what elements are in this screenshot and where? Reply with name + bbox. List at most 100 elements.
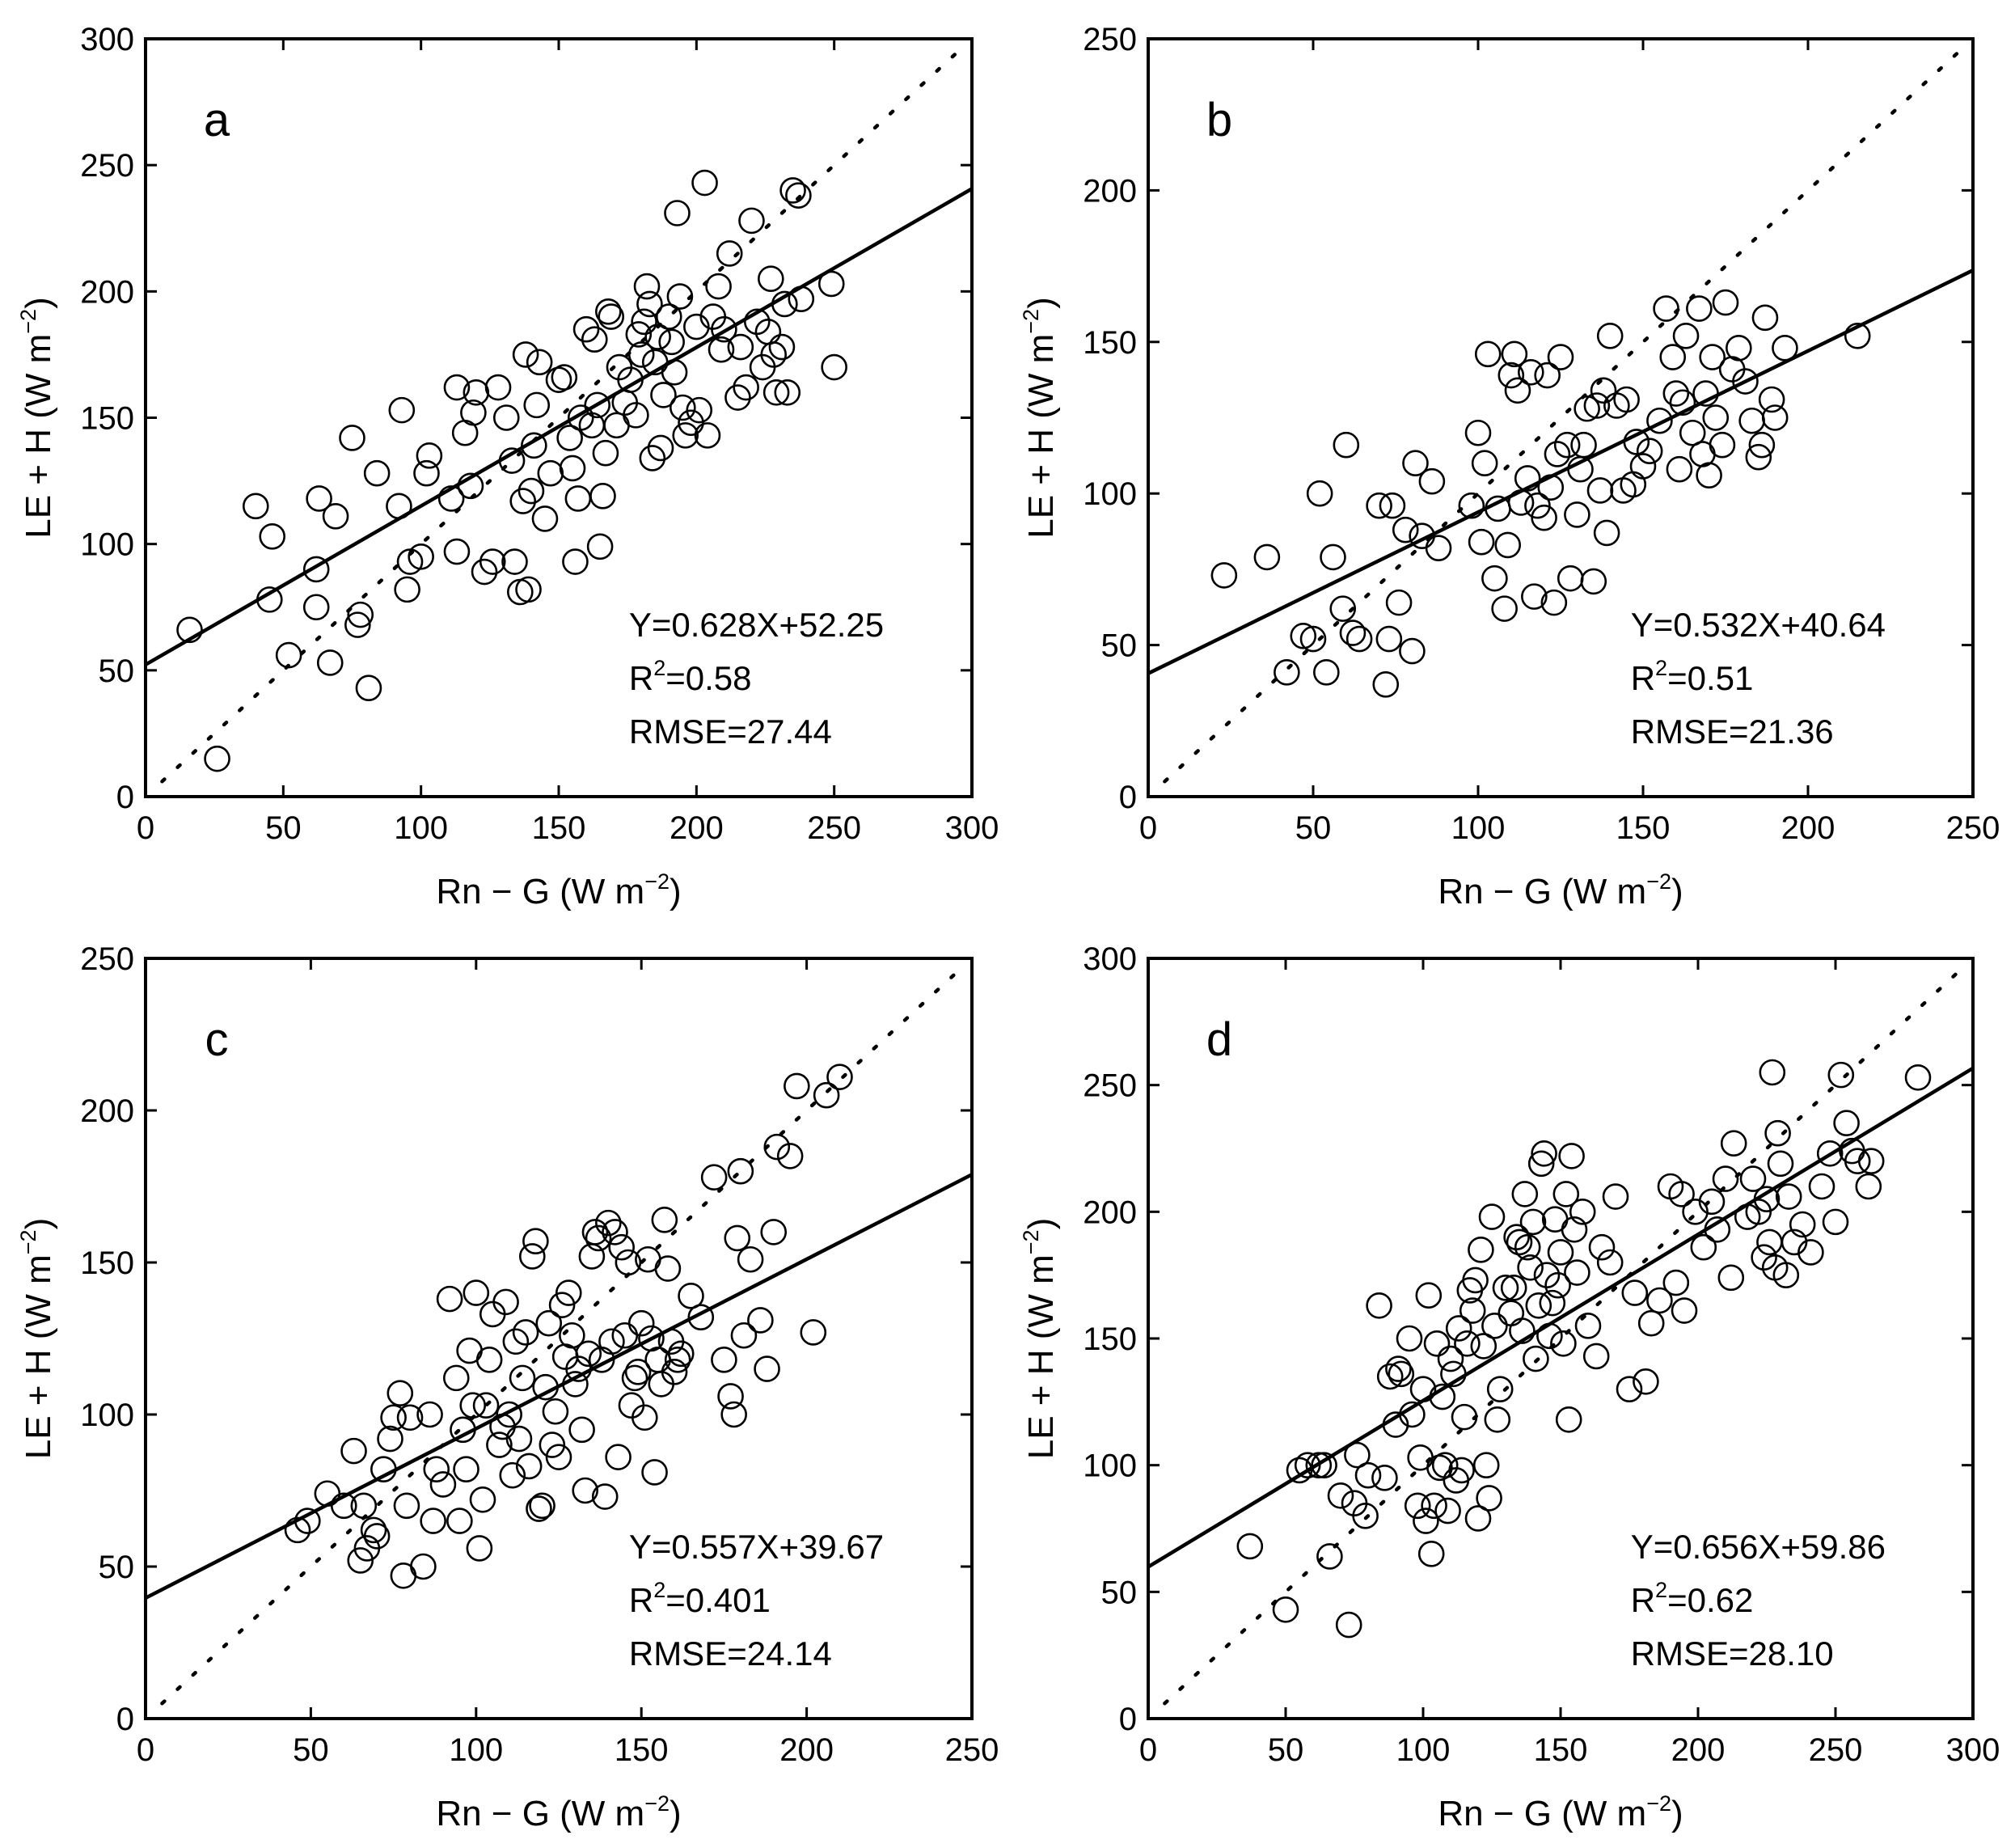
regression-line — [1148, 269, 1973, 675]
data-point — [388, 396, 416, 424]
data-point — [423, 1456, 450, 1482]
plot-frame — [144, 957, 974, 1720]
data-point — [259, 522, 286, 550]
data-point — [1699, 344, 1726, 370]
data-point — [339, 425, 365, 451]
data-point — [678, 1283, 704, 1309]
data-point — [1781, 1228, 1808, 1256]
data-point — [529, 1492, 555, 1520]
data-point — [724, 384, 751, 411]
data-point — [711, 1347, 737, 1373]
y-tick-label: 50 — [1101, 628, 1138, 664]
data-point — [565, 1355, 592, 1382]
data-point — [655, 303, 682, 330]
regression-line — [146, 187, 972, 666]
data-point — [664, 1347, 691, 1373]
data-point — [1569, 1199, 1596, 1225]
data-point — [1772, 334, 1798, 362]
data-point — [1537, 474, 1565, 501]
data-point — [1764, 1119, 1791, 1147]
data-point — [1514, 465, 1541, 492]
data-point — [1904, 1064, 1932, 1091]
data-point — [377, 1425, 403, 1453]
plot-area — [1148, 967, 1973, 1706]
data-point — [1413, 1508, 1439, 1534]
data-point — [1468, 528, 1495, 556]
data-point — [1525, 1292, 1552, 1319]
data-point — [1659, 344, 1687, 370]
y-tick-label: 50 — [1101, 1575, 1138, 1610]
data-point — [623, 402, 649, 429]
rmse-value: RMSE=27.44 — [629, 713, 832, 751]
data-point — [1588, 1233, 1616, 1261]
data-point — [1425, 535, 1452, 561]
plot-frame — [1147, 37, 1975, 798]
data-point — [322, 503, 349, 530]
data-point — [1379, 492, 1406, 519]
x-tick-label: 200 — [1671, 1732, 1726, 1768]
data-point — [625, 321, 653, 348]
x-tick-label: 100 — [449, 1732, 503, 1768]
data-point — [1692, 380, 1719, 407]
data-point — [747, 1307, 774, 1334]
data-point — [598, 303, 625, 330]
data-point — [1748, 431, 1776, 459]
data-point — [1789, 1211, 1816, 1238]
y-tick-label: 150 — [80, 401, 134, 437]
r-squared: R2=0.58 — [629, 656, 752, 697]
data-point — [347, 601, 374, 628]
x-tick-label: 200 — [670, 810, 724, 846]
x-tick-label: 0 — [137, 810, 154, 846]
data-point — [410, 1553, 437, 1580]
y-tick-label: 250 — [80, 941, 134, 977]
data-point — [459, 1392, 487, 1419]
data-point — [380, 1404, 407, 1431]
y-tick-label: 0 — [116, 780, 134, 815]
data-point — [1272, 1596, 1299, 1623]
data-point — [633, 273, 661, 300]
data-point — [1290, 623, 1317, 649]
data-point — [727, 333, 754, 361]
data-point — [316, 649, 344, 676]
data-point — [1712, 1165, 1739, 1192]
y-axis-title: LE + H (W m−2) — [1019, 1218, 1061, 1459]
data-point — [1210, 562, 1238, 589]
data-point — [484, 374, 512, 401]
data-point — [678, 409, 704, 437]
data-point — [515, 1453, 543, 1480]
data-point — [1385, 1355, 1412, 1382]
data-point — [314, 1480, 341, 1508]
data-point — [672, 422, 699, 449]
data-point — [542, 1398, 569, 1425]
data-point — [1236, 1533, 1264, 1560]
data-point — [523, 391, 551, 419]
y-tick-label: 300 — [80, 22, 134, 57]
data-point — [654, 1255, 682, 1282]
data-point — [1698, 1188, 1726, 1216]
data-point — [603, 412, 630, 439]
data-point — [1402, 450, 1429, 477]
data-point — [1409, 1376, 1437, 1402]
data-point — [521, 432, 547, 459]
regression-equation: Y=0.628X+52.25 — [629, 606, 884, 644]
data-point — [641, 1459, 668, 1486]
data-point — [1492, 1275, 1519, 1301]
data-point — [1547, 1239, 1574, 1266]
data-point — [1498, 1300, 1525, 1326]
data-point — [1468, 1237, 1494, 1263]
data-point — [666, 283, 694, 310]
x-tick-label: 150 — [1534, 1732, 1588, 1768]
data-point — [1509, 1317, 1536, 1344]
data-point — [717, 1383, 744, 1410]
data-point — [363, 1523, 391, 1550]
data-point — [499, 1461, 526, 1489]
data-point — [1593, 519, 1620, 547]
data-point — [768, 333, 796, 361]
data-point — [1306, 480, 1333, 507]
data-point — [393, 1492, 420, 1520]
data-point — [509, 488, 537, 514]
data-point — [556, 425, 583, 451]
data-point — [1372, 671, 1400, 698]
data-point — [360, 1516, 387, 1544]
r-squared: R2=0.401 — [629, 1578, 771, 1619]
